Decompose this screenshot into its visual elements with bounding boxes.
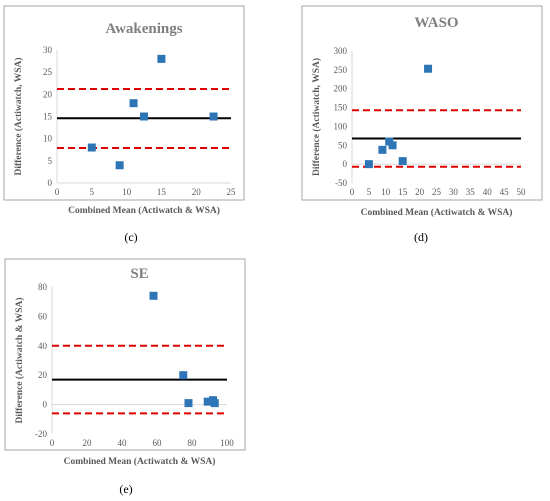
y-tick-label: -20 — [35, 429, 47, 439]
x-tick-label: 0 — [350, 187, 355, 197]
x-tick-label: 50 — [517, 187, 527, 197]
x-tick-label: 40 — [118, 438, 128, 448]
x-tick-label: 45 — [500, 187, 510, 197]
data-point — [115, 161, 124, 170]
data-point — [378, 145, 387, 154]
y-tick-label: 0 — [48, 178, 53, 188]
x-tick-label: 30 — [449, 187, 459, 197]
y-tick-label: 200 — [334, 84, 348, 94]
y-tick-label: 50 — [338, 140, 348, 150]
data-point — [129, 99, 138, 108]
data-point — [140, 112, 148, 121]
y-tick-label: 10 — [43, 134, 53, 144]
x-tick-label: 20 — [83, 438, 93, 448]
chart-frame — [4, 258, 246, 451]
y-tick-label: 0 — [43, 400, 48, 410]
data-point — [388, 141, 397, 150]
y-tick-label: 60 — [38, 311, 48, 321]
chart-awakenings: Awakenings 0 5 10 15 20 25 30 0 5 10 15 20 25 Combined… — [3, 5, 245, 244]
x-tick-label: 35 — [466, 187, 476, 197]
chart-title: WASO — [414, 15, 458, 31]
x-tick-label: 60 — [153, 438, 163, 448]
x-axis-label: Combined Mean (Actiwatch & WSA) — [64, 456, 216, 467]
x-tick-label: 10 — [122, 187, 132, 197]
x-tick-label: 20 — [415, 187, 425, 197]
panel-caption: (e) — [119, 482, 132, 496]
x-tick-label: 25 — [227, 187, 237, 197]
data-point — [210, 399, 219, 408]
panel-caption: (c) — [124, 230, 137, 244]
data-point — [157, 54, 166, 63]
data-point — [203, 397, 212, 406]
chart-frame — [301, 5, 543, 201]
data-point — [149, 291, 158, 300]
x-tick-label: 15 — [157, 187, 167, 197]
x-tick-label: 5 — [90, 187, 95, 197]
y-tick-label: 20 — [38, 370, 48, 380]
x-axis-label: Combined Mean (Actiwatch & WSA) — [361, 207, 513, 218]
x-tick-label: 15 — [398, 187, 408, 197]
x-tick-label: 20 — [192, 187, 202, 197]
y-tick-label: 0 — [343, 159, 348, 169]
y-axis-label: Difference (Actiwatch, WSA) — [13, 57, 24, 175]
chart-title: Awakenings — [105, 21, 182, 37]
data-point — [398, 157, 407, 166]
y-tick-label: 150 — [334, 103, 348, 113]
y-tick-label: 30 — [43, 45, 53, 55]
x-tick-label: 80 — [188, 438, 198, 448]
data-point — [87, 143, 96, 152]
y-tick-label: 25 — [43, 67, 53, 77]
x-axis-label: Combined Mean (Actiwatch & WSA) — [68, 205, 220, 216]
x-tick-label: 25 — [432, 187, 442, 197]
y-tick-label: -50 — [335, 178, 347, 188]
data-point — [184, 399, 193, 408]
x-tick-label: 10 — [381, 187, 391, 197]
y-tick-label: 300 — [334, 46, 348, 56]
y-tick-label: 15 — [43, 112, 53, 122]
data-point — [179, 371, 188, 380]
y-axis-label: Difference (Actiwatch, WSA) — [311, 58, 322, 176]
data-point — [209, 112, 218, 121]
chart-frame — [3, 5, 245, 201]
y-tick-label: 20 — [43, 89, 53, 99]
y-axis-label: Difference (Actiwatch & WSA) — [14, 297, 25, 423]
x-tick-label: 40 — [483, 187, 493, 197]
y-tick-label: 80 — [38, 282, 48, 292]
y-tick-label: 250 — [334, 65, 348, 75]
data-point — [364, 160, 373, 169]
panel-caption: (d) — [414, 230, 428, 244]
y-tick-label: 100 — [334, 121, 348, 131]
data-point — [424, 64, 433, 73]
x-tick-label: 100 — [220, 438, 234, 448]
y-tick-label: 5 — [48, 156, 53, 166]
chart-title: SE — [130, 266, 148, 282]
y-tick-label: 40 — [38, 341, 48, 351]
x-tick-label: 0 — [50, 438, 55, 448]
x-tick-label: 0 — [55, 187, 60, 197]
x-tick-label: 5 — [367, 187, 372, 197]
